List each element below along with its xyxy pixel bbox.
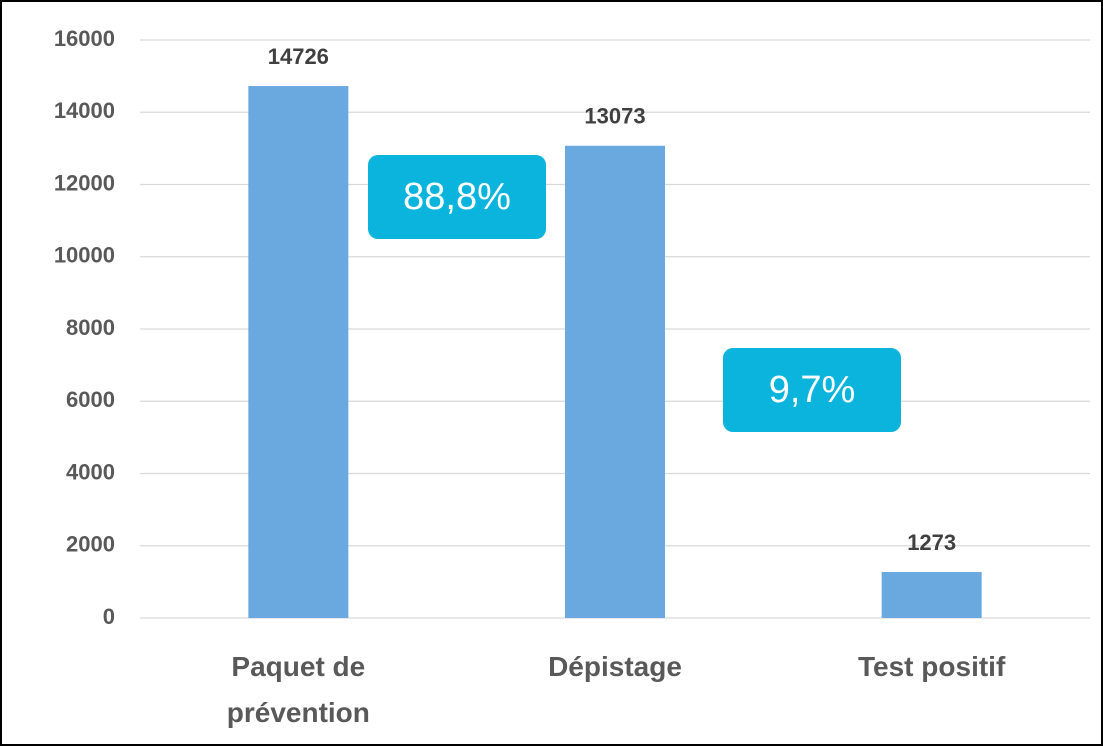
y-tick-label: 0	[103, 604, 115, 629]
bar	[881, 572, 982, 618]
annotation-box	[723, 348, 901, 432]
y-tick-label: 14000	[54, 98, 115, 123]
y-tick-label: 6000	[66, 387, 115, 412]
y-tick-label: 10000	[54, 243, 115, 268]
data-label: 14726	[268, 44, 329, 69]
y-tick-label: 2000	[66, 532, 115, 557]
bar	[565, 145, 665, 619]
annotation: 9,7%	[769, 369, 856, 411]
x-tick-label: Paquet de prévention	[226, 651, 370, 728]
x-tick-label: Test positif	[858, 651, 1006, 682]
y-tick-label: 8000	[66, 315, 115, 340]
annotation: 88,8%	[403, 176, 511, 218]
y-tick-label: 4000	[66, 459, 115, 484]
data-label: 1273	[907, 530, 956, 555]
bar	[248, 86, 349, 618]
x-tick-label: Dépistage	[548, 651, 682, 682]
y-tick-label: 12000	[54, 170, 115, 195]
y-tick-label: 16000	[54, 26, 115, 51]
data-label: 13073	[584, 104, 645, 129]
plot-area: 0 2000 4000 6000 8000 10000 12000 14000 16000 147…	[54, 26, 1090, 629]
annotation-box	[368, 155, 546, 239]
